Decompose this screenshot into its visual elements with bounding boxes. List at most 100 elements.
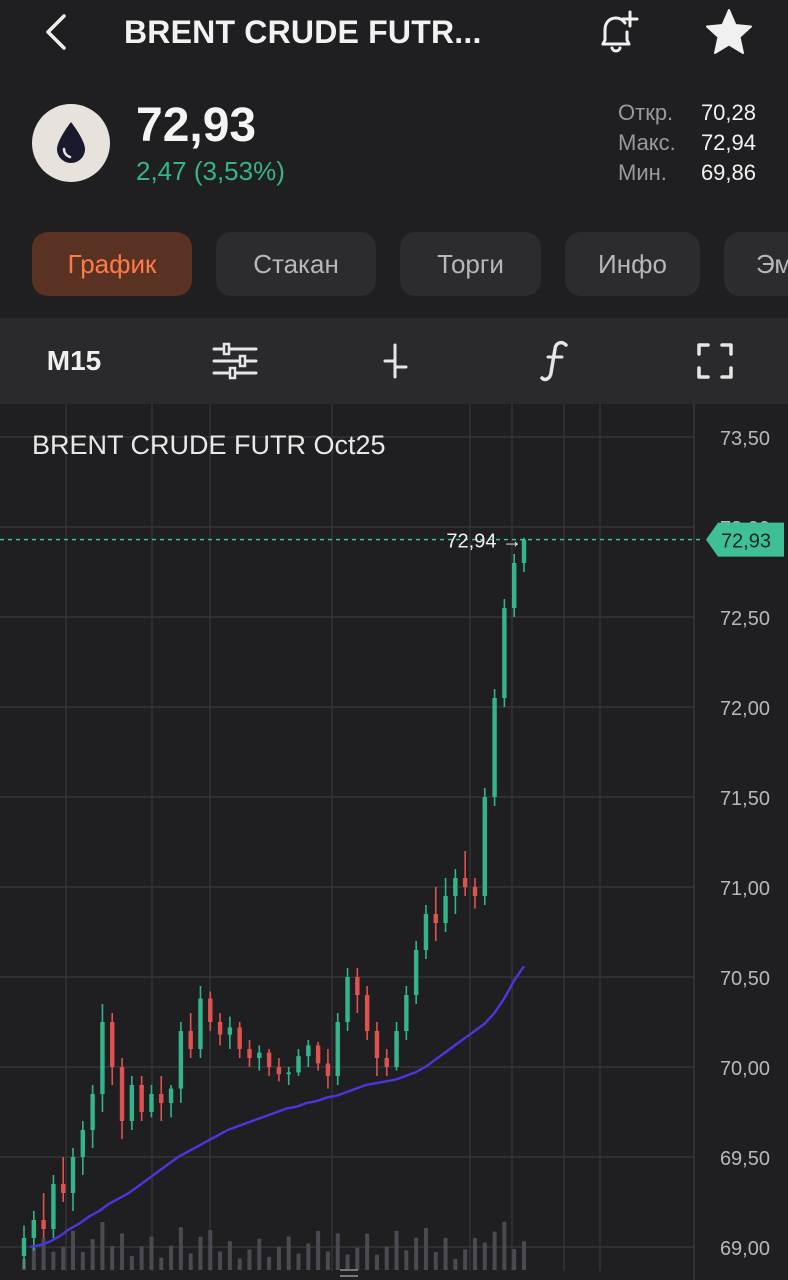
candle-body [21,1238,27,1256]
candle-body [129,1085,135,1121]
volume-bar [355,1247,360,1270]
stat-value: 70,28 [700,100,756,125]
tab-chart[interactable]: График [32,232,192,296]
candle-body [90,1094,95,1130]
candle-body [149,1094,154,1112]
candle-body [404,995,409,1031]
candle-body [364,995,370,1031]
candle-body [296,1056,301,1073]
candle-body [374,1031,380,1058]
candle-body [394,1031,399,1067]
y-tick-label: 71,50 [720,788,770,810]
candle-body [217,1022,223,1035]
candle-body [159,1094,164,1103]
volume-bar [139,1246,144,1270]
stat-open: Откр. 70,28 [618,98,756,128]
tab-trades[interactable]: Торги [400,232,541,296]
section-tabs: График Стакан Торги Инфо Эм [0,232,788,296]
candle-body [306,1045,311,1057]
fullscreen-button[interactable] [680,318,750,404]
volume-bar [120,1233,125,1270]
candle-body [237,1027,242,1049]
candle-body [168,1088,174,1103]
crosshair-button[interactable] [360,318,430,404]
volume-bar [71,1230,76,1270]
candle-body [70,1157,76,1193]
volume-bar [90,1239,95,1270]
candle-body [423,914,429,950]
chart-canvas[interactable]: 73,50 72,50 72,00 71,50 71,00 70,50 70,00 69,50… [0,404,788,1280]
candle-body [413,950,419,995]
candle-body [31,1220,37,1238]
stat-high: Макс. 72,94 [618,128,756,158]
candle-body [188,1031,193,1049]
candle-body [247,1049,252,1058]
price-stats: Откр. 70,28 Макс. 72,94 Мин. 69,86 [618,98,756,188]
candle-body [433,914,438,923]
back-button[interactable] [38,8,82,56]
star-icon [706,9,752,54]
volume-bar [463,1249,468,1270]
volume-bar [414,1237,419,1270]
timeframe-button[interactable]: M15 [46,345,102,376]
volume-bar [365,1233,370,1270]
candle-body [61,1184,66,1193]
volume-bar [325,1251,330,1270]
volume-bar [80,1251,85,1270]
volume-bar [345,1254,350,1270]
favorite-button[interactable] [700,6,758,60]
candle-body [335,1022,340,1076]
y-tick-label: 69,50 [720,1148,770,1170]
volume-bar [51,1251,56,1270]
last-price-label: 72,93 [721,531,771,553]
candle-body [492,698,497,797]
volume-bar [169,1245,174,1270]
volume-bar [522,1241,526,1270]
functions-button[interactable] [520,318,590,404]
volume-bar [237,1258,242,1270]
volume-bar [198,1236,203,1270]
candle-body [100,1022,105,1094]
candle-body [119,1067,125,1121]
volume-bar [502,1221,507,1270]
candle-body [384,1058,389,1067]
tab-issuer[interactable]: Эм [724,232,788,296]
stat-value: 72,94 [700,130,756,155]
fullscreen-icon [697,343,733,379]
volume-bar [208,1230,213,1270]
candle-body [443,896,448,923]
indicator-settings-button[interactable] [200,318,270,404]
candle-body [482,797,487,896]
candle-body [453,878,458,896]
chart-title: BRENT CRUDE FUTR Oct25 [32,430,386,460]
app-header: BRENT CRUDE FUTR... [0,0,788,70]
stat-low: Мин. 69,86 [618,158,756,188]
crosshair-icon [383,343,408,379]
stat-label: Мин. [618,160,667,185]
volume-bar [394,1230,399,1270]
volume-bar [286,1236,291,1270]
candle-body [80,1130,86,1157]
tab-order-book[interactable]: Стакан [216,232,376,296]
price-chart[interactable]: 73,50 72,50 72,00 71,50 71,00 70,50 70,00 69,50… [0,404,788,1280]
volume-bar [492,1231,497,1270]
volume-bar [178,1227,183,1270]
last-price: 72,93 [136,99,257,152]
last-price-badge [706,522,784,557]
candle-body [345,977,350,1022]
volume-bar [149,1236,154,1270]
y-tick-label: 73,50 [720,428,770,450]
volume-bar [374,1254,379,1270]
candle-body [110,1022,115,1067]
y-tick-label: 72,00 [720,698,770,720]
volume-bar [296,1253,301,1270]
volume-bar [316,1231,321,1270]
y-tick-label: 71,00 [720,878,770,900]
candle-body [315,1045,321,1064]
candle-body [51,1184,56,1229]
add-alert-button[interactable] [590,6,642,58]
tab-info[interactable]: Инфо [565,232,700,296]
volume-bar [482,1242,487,1270]
bell-plus-icon [601,10,639,53]
candle-body [208,998,213,1022]
